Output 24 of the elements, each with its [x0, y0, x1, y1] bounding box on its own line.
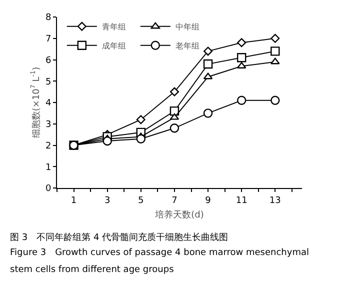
y-tick-label: 6	[45, 56, 52, 66]
x-tick-label: 9	[205, 196, 212, 206]
y-tick-label: 7	[45, 34, 52, 45]
caption: 图 3 不同年龄组第 4 代骨髓间充质干细胞生长曲线图	[10, 232, 228, 243]
y-tick-label: 5	[45, 77, 52, 88]
legend-label: 老年组	[175, 41, 200, 50]
text: stem cells from different age groups	[10, 265, 174, 275]
y-tick-label: 0	[45, 184, 52, 194]
x-tick-label: 11	[236, 196, 248, 206]
x-axis-title: 培养天数(d)	[154, 210, 204, 221]
caption: Figure 3 Growth curves of passage 4 bone marrow mesenchymal	[10, 248, 309, 258]
x-tick-label: 5	[138, 196, 144, 206]
x-tick-label: 13	[269, 196, 281, 206]
x-tick-label: 7	[172, 196, 178, 206]
legend-label: 青年组	[102, 22, 126, 32]
y-tick-label: 8	[45, 13, 52, 24]
x-tick-label: 1	[70, 196, 77, 206]
x-tick-label: 3	[104, 196, 110, 206]
y-tick-label: 2	[45, 141, 52, 152]
y-tick-label: 4	[45, 98, 52, 109]
legend-label: 中年组	[175, 22, 200, 32]
legend-label: 成年组	[102, 41, 126, 50]
y-tick-label: 3	[45, 120, 52, 130]
y-tick-label: 1	[45, 162, 52, 173]
